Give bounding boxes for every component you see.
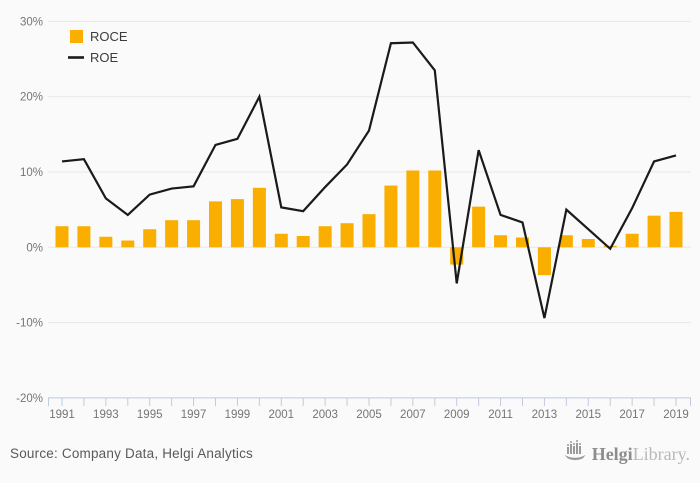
- roce-bar-2013: [537, 247, 551, 276]
- y-axis-label: 0%: [26, 242, 43, 254]
- x-axis-label: 2009: [444, 409, 470, 421]
- helgi-library-logo: HelgiLibrary.: [563, 440, 690, 467]
- roce-bar-2005: [362, 214, 376, 248]
- roce-bar-1991: [55, 226, 69, 248]
- x-axis-label: 1999: [225, 409, 251, 421]
- roce-bar-1996: [165, 220, 179, 248]
- roce-bar-1995: [143, 229, 157, 248]
- x-axis-label: 2019: [663, 409, 689, 421]
- x-axis-label: 2015: [575, 409, 601, 421]
- roce-bar-1998: [209, 201, 222, 248]
- x-axis-label: 2001: [268, 409, 294, 421]
- roce-bar-2008: [428, 170, 442, 248]
- y-axis-label: 20%: [20, 92, 43, 104]
- roce-bar-2011: [494, 235, 508, 248]
- roce-bar-2001: [274, 233, 288, 248]
- roce-bar-2014: [559, 235, 573, 248]
- roce-bar-1997: [187, 220, 201, 248]
- roce-bar-2000: [252, 187, 266, 248]
- legend-swatch-roce: [70, 30, 83, 43]
- x-axis-label: 2005: [356, 409, 382, 421]
- x-axis-label: 2017: [619, 409, 645, 421]
- chart-footer: Source: Company Data, Helgi Analytics: [0, 430, 700, 483]
- roce-bar-2018: [647, 215, 661, 248]
- legend-label-roe: ROE: [90, 50, 119, 65]
- logo-text-helgi: Helgi: [591, 443, 633, 464]
- x-axis-label: 2011: [488, 409, 513, 421]
- roce-bar-2006: [384, 185, 398, 248]
- logo-text-library: Library.: [632, 443, 690, 464]
- roce-bar-2017: [625, 233, 639, 248]
- roce-bar-1993: [99, 236, 113, 248]
- roce-bar-2002: [296, 236, 310, 248]
- x-axis-label: 2013: [532, 409, 558, 421]
- source-attribution: Source: Company Data, Helgi Analytics: [10, 446, 254, 461]
- roce-bar-2010: [472, 206, 486, 248]
- y-axis-label: -10%: [16, 318, 43, 330]
- y-axis-label: 10%: [20, 167, 43, 179]
- roce-bar-1994: [121, 240, 135, 248]
- x-axis-label: 1995: [137, 409, 163, 421]
- x-axis-label: 1991: [49, 409, 75, 421]
- roce-bar-2007: [406, 170, 420, 248]
- roe-line: [61, 41, 677, 319]
- roce-bar-2003: [318, 226, 332, 248]
- y-axis-label: 30%: [20, 16, 43, 28]
- logo-wordmark: HelgiLibrary.: [592, 445, 690, 463]
- roce-bar-2004: [340, 223, 354, 248]
- x-axis-label: 1997: [181, 409, 207, 421]
- roce-bar-2012: [516, 237, 529, 248]
- roce-roe-chart: 30% 20% 10% 0% -10% -20% 1991 1993 1995 1997 1999 2…: [16, 16, 691, 421]
- y-axis-label: -20%: [16, 393, 43, 405]
- chart-svg: 30% 20% 10% 0% -10% -20% 1991 1993 1995 1997 1999 2…: [16, 16, 691, 421]
- x-axis-label: 1993: [93, 409, 119, 421]
- x-axis-label: 2003: [312, 409, 338, 421]
- x-axis-label: 2007: [400, 409, 426, 421]
- legend-label-roce: ROCE: [90, 29, 128, 44]
- ship-bar-chart-icon: [563, 440, 587, 467]
- roce-bar-1992: [77, 226, 91, 248]
- roce-bar-2015: [581, 239, 595, 248]
- roce-bar-2019: [669, 211, 683, 248]
- roce-bar-1999: [230, 199, 244, 248]
